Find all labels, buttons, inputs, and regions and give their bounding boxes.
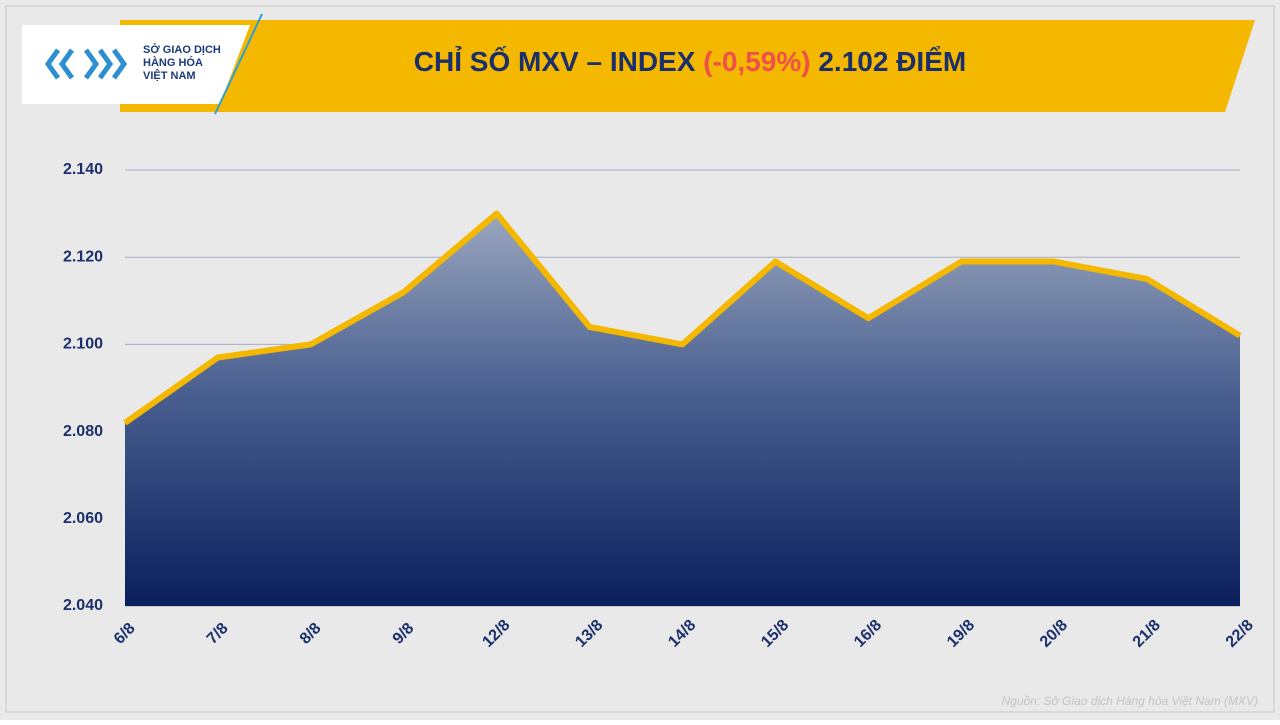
logo-icon xyxy=(44,48,128,80)
logo-panel xyxy=(22,25,250,104)
y-tick-label: 2.060 xyxy=(63,510,103,527)
frame xyxy=(5,5,1275,713)
accent-line xyxy=(214,13,263,115)
y-tick-label: 2.080 xyxy=(63,423,103,440)
chart-title: CHỈ SỐ MXV – INDEX (-0,59%) 2.102 ĐIỂM xyxy=(414,45,966,77)
y-tick-label: 2.120 xyxy=(63,248,103,265)
title-change: (-0,59%) xyxy=(703,46,810,77)
logo-text: VIỆT NAM xyxy=(143,69,196,82)
header-band xyxy=(120,20,1255,112)
line xyxy=(123,210,1242,426)
y-tick-label: 2.040 xyxy=(63,597,103,614)
logo-text: HÀNG HÓA xyxy=(143,56,203,69)
logo-text: SỞ GIAO DỊCH xyxy=(143,43,221,56)
y-tick-label: 2.100 xyxy=(63,336,103,353)
y-tick-label: 2.140 xyxy=(63,161,103,178)
source-note: Nguồn: Sở Giao dịch Hàng hóa Việt Nam (M… xyxy=(1002,694,1259,708)
title-main: CHỈ SỐ MXV – INDEX xyxy=(414,45,696,77)
area-fill xyxy=(125,213,1240,606)
title-value: 2.102 ĐIỂM xyxy=(818,46,966,77)
